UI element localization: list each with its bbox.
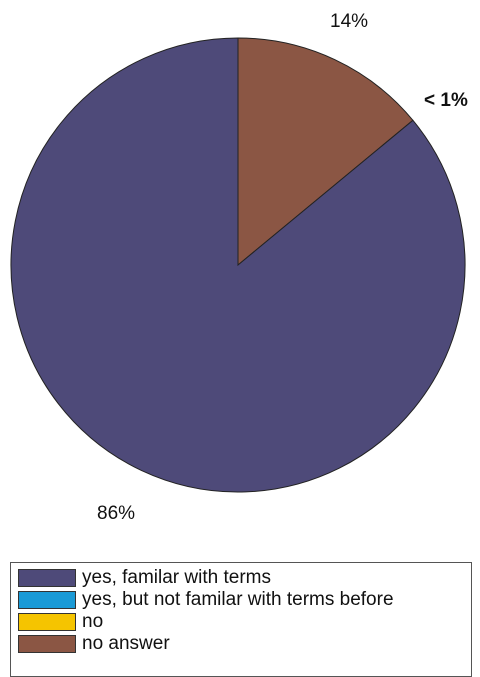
legend-swatch-no xyxy=(18,613,76,631)
slice-label-small-annotation: < 1% xyxy=(424,90,468,111)
legend-item-no-answer: no answer xyxy=(11,633,471,655)
legend-swatch-yes-familar xyxy=(18,569,76,587)
legend-swatch-no-answer xyxy=(18,635,76,653)
legend-item-yes-familar: yes, familar with terms xyxy=(11,567,471,589)
pie-slice-yes-familar-with-terms xyxy=(10,37,466,493)
legend-item-yes-not-familar: yes, but not familar with terms before xyxy=(11,589,471,611)
legend-swatch-yes-not-familar xyxy=(18,591,76,609)
chart-legend: yes, familar with terms yes, but not fam… xyxy=(10,562,472,677)
slice-label-yes-familar: 86% xyxy=(97,503,135,524)
pie-chart: 86% 14% < 1% xyxy=(10,11,468,524)
legend-label-no: no xyxy=(82,611,104,632)
legend-label-yes-familar: yes, familar with terms xyxy=(82,567,271,588)
pie-slices xyxy=(10,37,466,493)
legend-item-no: no xyxy=(11,611,471,633)
legend-label-yes-not-familar: yes, but not familar with terms before xyxy=(82,589,394,610)
slice-label-no-answer: 14% xyxy=(330,11,368,32)
pie-slice-no-answer xyxy=(237,37,414,267)
legend-label-no-answer: no answer xyxy=(82,633,170,654)
